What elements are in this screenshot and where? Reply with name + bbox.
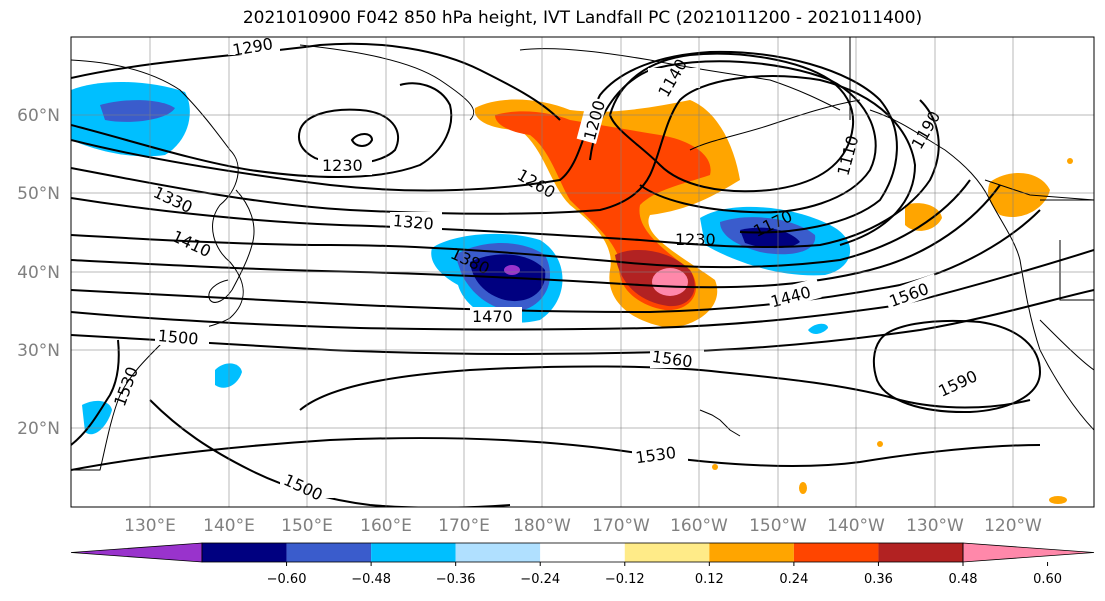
longitude-labels: 130°E 140°E 150°E 160°E 170°E 180°W 170°…: [124, 516, 1042, 536]
map-frame: [70, 36, 1095, 508]
colorbar-tick-label: 0.24: [779, 572, 808, 587]
svg-text:1230: 1230: [322, 156, 363, 175]
lon-label: 130°E: [124, 516, 176, 536]
colorbar-swatch: [709, 543, 794, 562]
contour-label: 1500: [155, 325, 209, 349]
lon-label: 150°W: [749, 516, 807, 536]
colorbar-swatch: [371, 543, 456, 562]
contour-label: 1290: [228, 34, 280, 60]
lon-label: 140°W: [827, 516, 885, 536]
colorbar-swatch: [286, 543, 372, 562]
colorbar-under-triangle: [70, 542, 203, 563]
lon-label: 150°E: [281, 516, 333, 536]
graticule: [71, 37, 1094, 507]
lon-label: 140°E: [203, 516, 255, 536]
svg-text:1470: 1470: [472, 307, 513, 326]
latitude-labels: 60°N 50°N 40°N 30°N 20°N: [17, 106, 60, 439]
colorbar-tick-label: 0.36: [864, 572, 893, 587]
colorbar-tick-label: −0.24: [520, 572, 560, 587]
lon-label: 160°E: [360, 516, 412, 536]
lon-label: 170°W: [592, 516, 650, 536]
svg-text:1290: 1290: [231, 34, 274, 60]
colorbar-tick-label: −0.48: [351, 572, 391, 587]
positive-anomaly-coast: [905, 172, 1050, 231]
contour-label: 1230: [675, 230, 716, 249]
colorbar-swatch: [202, 543, 287, 562]
lat-label: 20°N: [17, 419, 60, 439]
colorbar-tick-label: 0.12: [695, 572, 724, 587]
lon-label: 120°W: [984, 516, 1042, 536]
colorbar-swatch: [793, 543, 879, 562]
contour-label: 1560: [650, 347, 704, 371]
colorbar-over-triangle: [962, 542, 1095, 563]
colorbar-tick-label: −0.60: [267, 572, 307, 587]
colorbar-swatch: [540, 543, 625, 562]
colorbar-tick-label: −0.36: [436, 572, 476, 587]
lat-label: 60°N: [17, 106, 60, 126]
colorbar-swatch: [455, 543, 541, 562]
contour-label: 1470: [470, 307, 522, 327]
lat-label: 50°N: [17, 184, 60, 204]
contour-label: 1230: [318, 155, 372, 175]
colorbar-tick-label: 0.60: [1033, 572, 1062, 587]
svg-text:1500: 1500: [157, 326, 199, 348]
lon-label: 170°E: [438, 516, 490, 536]
negative-anomaly-west: [71, 81, 190, 157]
lon-label: 160°W: [670, 516, 728, 536]
lon-label: 130°W: [906, 516, 964, 536]
contour-label: 1320: [390, 211, 442, 234]
map-title: 2021010900 F042 850 hPa height, IVT Land…: [242, 8, 923, 28]
lon-label: 180°W: [513, 516, 571, 536]
colorbar-swatch: [878, 543, 963, 562]
colorbar: −0.60 −0.48 −0.36 −0.24 −0.12 0.12 0.24 0.36 0.4…: [70, 542, 1095, 587]
svg-text:1320: 1320: [392, 211, 434, 233]
lat-label: 40°N: [17, 263, 60, 283]
lat-label: 30°N: [17, 341, 60, 361]
svg-text:1230: 1230: [675, 230, 716, 249]
colorbar-tick-label: 0.48: [949, 572, 978, 587]
colorbar-border: [201, 542, 964, 563]
colorbar-tick-label: −0.12: [605, 572, 645, 587]
colorbar-swatch: [624, 543, 710, 562]
